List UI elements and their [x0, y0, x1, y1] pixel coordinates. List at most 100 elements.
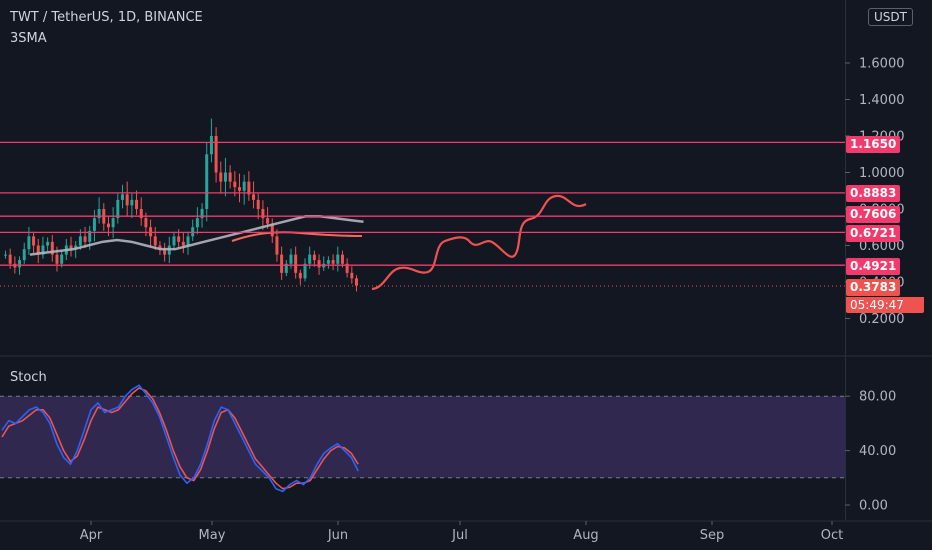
candle-body [308, 254, 312, 264]
level-label-5: 0.4921 [846, 258, 901, 275]
candle-body [4, 254, 7, 256]
horizontal-level-lines[interactable] [0, 141, 845, 266]
candle-body [350, 272, 354, 279]
candle-body [36, 245, 40, 255]
candle-body [270, 223, 274, 237]
time-tick-label: May [199, 528, 226, 543]
level-label-2: 0.8883 [846, 185, 901, 202]
candle-body [228, 172, 232, 182]
candle-body [209, 136, 213, 155]
indicator-label[interactable]: 3SMA [10, 31, 47, 46]
time-tick-label: Jun [327, 528, 348, 543]
candle-body [22, 249, 26, 261]
time-axis-ticks: Apr May Jun Jul Aug Sep Oct [80, 521, 843, 543]
stoch-k-line [1, 384, 359, 493]
axis-separators [0, 0, 932, 522]
candle-body [177, 236, 181, 242]
candle-body [261, 209, 265, 219]
candle-body [280, 254, 284, 273]
candle-body [284, 263, 288, 273]
price-tick-label: 1.4000 [859, 93, 905, 108]
stoch-band-dashes [0, 395, 845, 479]
last-price-label: 0.3783 [846, 279, 901, 296]
candle-body [303, 263, 307, 279]
stoch-tick-label: 80.00 [859, 390, 896, 405]
candle-body [266, 218, 270, 224]
candle-body [158, 245, 162, 250]
candle-body [27, 236, 31, 250]
candle-body [106, 223, 110, 228]
candlestick-series[interactable] [4, 118, 358, 292]
candle-body [139, 209, 143, 219]
candle-body [275, 236, 279, 255]
time-tick-label: Oct [821, 528, 843, 543]
level-label-1: 1.1650 [846, 136, 901, 153]
candle-body [125, 194, 129, 206]
candle-body [247, 181, 251, 195]
candle-body [41, 245, 45, 255]
candle-body [200, 209, 204, 219]
level-label-4: 0.6721 [846, 225, 901, 242]
candle-body [121, 194, 124, 200]
time-tick-label: Sep [700, 528, 725, 543]
candle-body [355, 278, 358, 286]
sma-red-line [231, 231, 363, 242]
projection-curve [371, 194, 587, 291]
stoch-tick-label: 0.00 [859, 499, 888, 514]
candle-body [97, 209, 101, 219]
candle-body [238, 187, 241, 191]
price-tick-label: 0.6000 [859, 239, 905, 254]
candle-body [331, 260, 335, 264]
candle-body [223, 172, 227, 182]
symbol-title[interactable]: TWT / TetherUS, 1D, BINANCE [10, 10, 203, 25]
candle-body [256, 199, 260, 209]
candle-body [18, 260, 22, 268]
candle-body [289, 254, 293, 264]
candle-body [181, 241, 185, 246]
candle-body [8, 254, 12, 264]
candle-body [32, 236, 36, 246]
time-tick-label: Aug [573, 528, 598, 543]
candle-body [111, 218, 115, 228]
candle-body [219, 172, 223, 182]
candle-body [336, 254, 340, 264]
bar-countdown: 05:49:47 [846, 297, 924, 313]
candle-body [135, 199, 139, 209]
stoch-title[interactable]: Stoch [10, 370, 47, 385]
candle-body [326, 260, 330, 264]
candle-body [69, 245, 73, 250]
candle-body [83, 236, 87, 242]
level-label-3: 0.7606 [846, 206, 901, 223]
candle-body [172, 236, 176, 246]
stochastic-lines [1, 384, 359, 493]
stoch-tick-label: 40.00 [859, 444, 896, 459]
candle-body [214, 136, 218, 173]
price-tick-label: 0.2000 [859, 312, 905, 327]
candle-body [153, 236, 157, 246]
price-tick-label: 1.6000 [859, 57, 905, 72]
candle-body [116, 199, 120, 219]
candle-body [78, 236, 82, 246]
candle-body [242, 181, 246, 191]
candle-body [130, 199, 134, 206]
price-tick-label: 1.0000 [859, 166, 905, 181]
candle-body [88, 230, 92, 242]
candle-body [92, 218, 96, 231]
currency-button[interactable]: USDT [868, 8, 913, 26]
candle-body [163, 249, 167, 255]
candle-body [144, 218, 148, 228]
candle-body [46, 241, 50, 246]
candle-body [186, 236, 190, 246]
time-tick-label: Apr [80, 528, 103, 543]
stoch-axis-ticks: 80.00 40.00 0.00 [845, 390, 896, 514]
stoch-overbought-oversold-band [0, 396, 845, 478]
candle-body [312, 254, 316, 261]
candle-body [317, 260, 321, 268]
candle-body [298, 272, 302, 279]
candle-body [340, 254, 344, 264]
candle-body [294, 254, 298, 273]
candle-body [50, 241, 54, 255]
candle-body [252, 194, 256, 200]
time-tick-label: Jul [451, 528, 468, 543]
